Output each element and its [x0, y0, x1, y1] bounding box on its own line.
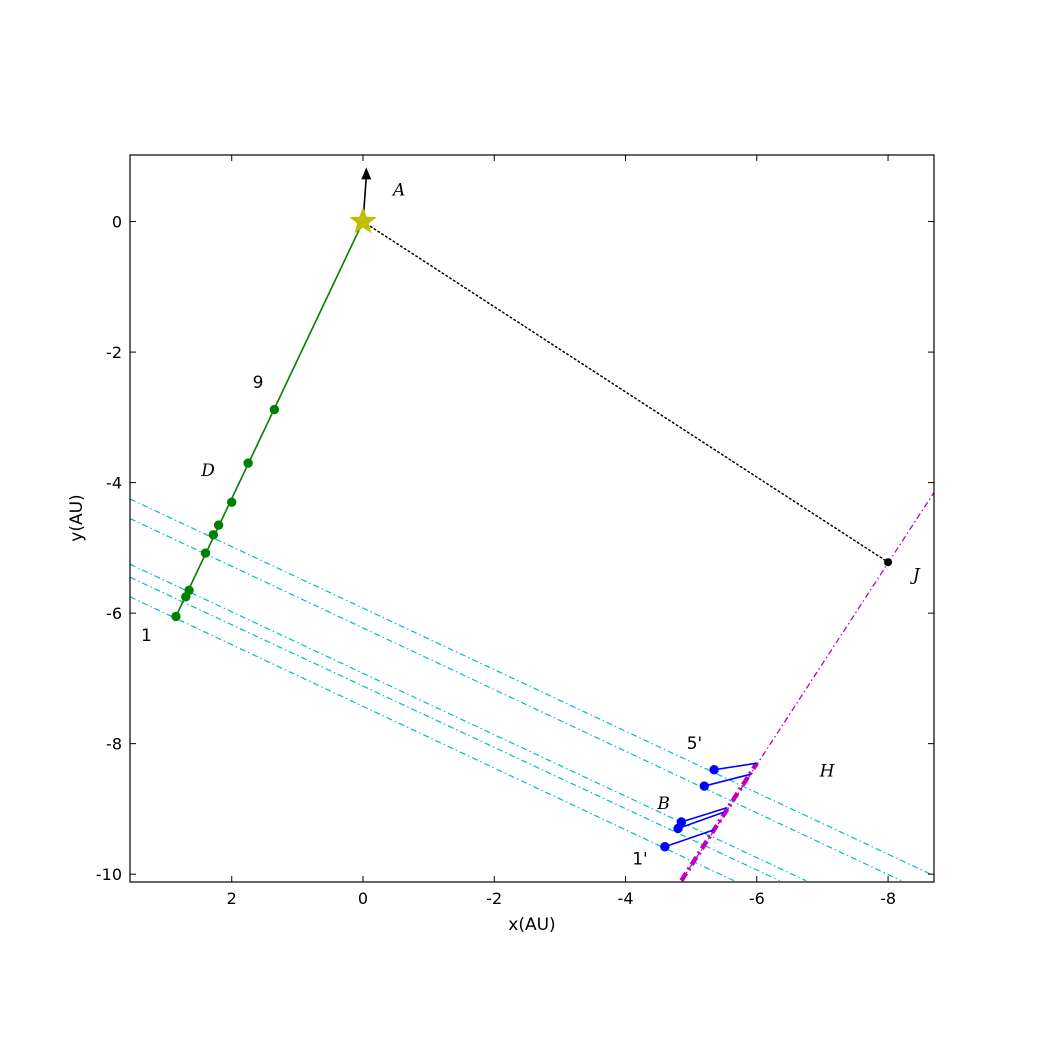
y-axis-title: y(AU)	[67, 494, 87, 541]
dotted-line	[362, 220, 889, 563]
blue-segment-5	[714, 762, 757, 771]
black-point	[884, 558, 893, 567]
green-point-8	[243, 458, 253, 468]
y-tick-label-6: -10	[96, 865, 122, 884]
green-point-6	[213, 520, 224, 530]
green-point-1	[171, 611, 181, 622]
blue-segment-2	[677, 811, 725, 830]
x-tick-label-3: -2	[486, 889, 502, 908]
x-tick-label-1: 2	[227, 889, 237, 908]
y-tick-label-5: -8	[106, 735, 122, 754]
blue-segment-4	[704, 773, 751, 787]
plot-area	[130, 167, 934, 882]
green-point-7	[227, 497, 237, 507]
blue-segment-3	[681, 806, 728, 823]
green-point-9	[269, 404, 280, 415]
cyan-line-1	[130, 498, 931, 875]
annotation-8: B	[656, 794, 670, 814]
cyan-line-4	[130, 576, 781, 882]
annotation-4: 1	[141, 626, 152, 646]
x-tick-label-4: -4	[618, 889, 634, 908]
y-tick-label-1: 0	[112, 213, 122, 232]
blue-segment-1	[664, 829, 715, 848]
star-marker	[349, 207, 377, 234]
annotation-5: J	[910, 565, 921, 585]
y-tick-label-3: -4	[106, 474, 122, 493]
y-tick-label-2: -2	[106, 343, 122, 362]
blue-point-1	[660, 842, 670, 852]
blue-point-3	[676, 817, 687, 827]
green-point-4	[200, 548, 211, 558]
x-axis-title: x(AU)	[508, 915, 555, 935]
x-tick-label-5: -6	[749, 889, 765, 908]
plot-frame	[129, 154, 935, 883]
arrow-head	[361, 167, 372, 180]
cyan-line-3	[130, 563, 807, 882]
annotation-6: 5'	[687, 734, 703, 754]
annotation-3: D	[200, 461, 215, 481]
axis-ticks	[130, 155, 934, 882]
blue-point-5	[709, 765, 719, 775]
x-tick-label-6: -8	[880, 889, 896, 908]
green-point-3	[184, 585, 194, 595]
green-point-5	[208, 530, 219, 540]
cyan-line-5	[130, 596, 735, 882]
blue-point-4	[699, 781, 709, 791]
magenta-thick-line	[679, 762, 759, 882]
annotation-2: 9	[253, 373, 264, 393]
annotation-9: 1'	[632, 849, 648, 869]
x-tick-label-2: 0	[358, 889, 368, 908]
chart-annotations: A 9 D 1 J 5' H B 1'	[141, 180, 921, 869]
axis-tick-labels: 2 0 -2 -4 -6 -8 0 -2 -4 -6 -8 -10	[96, 213, 896, 908]
annotation-1: A	[391, 180, 405, 200]
annotation-7: H	[819, 761, 836, 781]
y-tick-label-4: -6	[106, 604, 122, 623]
